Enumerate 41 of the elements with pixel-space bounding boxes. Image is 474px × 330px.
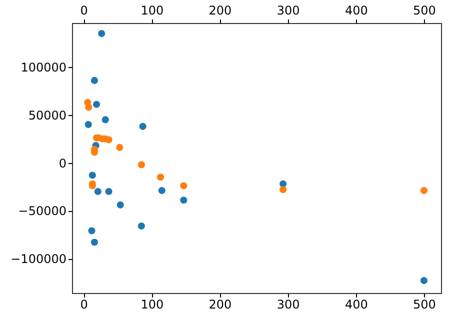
point bbox=[156, 174, 164, 181]
point bbox=[105, 188, 112, 196]
x2-tick-label: 100 bbox=[140, 4, 164, 18]
x2-tick-label: 400 bbox=[344, 4, 368, 18]
point bbox=[138, 222, 145, 230]
x-tick-label: 200 bbox=[208, 298, 232, 312]
point bbox=[139, 122, 146, 130]
point bbox=[420, 187, 428, 194]
point bbox=[180, 182, 188, 190]
x-tick-label: 0 bbox=[80, 298, 88, 312]
point bbox=[105, 136, 112, 144]
point bbox=[92, 100, 100, 108]
x2-tick-label: 500 bbox=[413, 4, 436, 18]
point bbox=[84, 120, 92, 128]
x-tick-label: 300 bbox=[276, 298, 300, 312]
y-tick-label: −50000 bbox=[18, 204, 66, 218]
y-tick-label: 50000 bbox=[28, 108, 66, 122]
point bbox=[88, 172, 96, 179]
point bbox=[280, 186, 287, 194]
point bbox=[94, 188, 102, 196]
x2-tick-label: 300 bbox=[276, 4, 300, 18]
point bbox=[85, 104, 92, 111]
point bbox=[138, 161, 145, 168]
point bbox=[158, 187, 166, 194]
point bbox=[116, 201, 124, 208]
x-tick-label: 400 bbox=[344, 298, 368, 312]
y-tick-label: 100000 bbox=[20, 60, 66, 75]
point bbox=[88, 227, 96, 234]
point bbox=[90, 238, 98, 246]
y-tick-label: −100000 bbox=[10, 252, 66, 266]
x-tick-label: 100 bbox=[140, 298, 164, 312]
point bbox=[420, 277, 428, 284]
x2-tick-label: 200 bbox=[208, 4, 232, 18]
x-tick-label: 500 bbox=[413, 298, 436, 312]
point bbox=[90, 76, 98, 84]
point bbox=[98, 30, 106, 38]
y-tick-label: 0 bbox=[58, 156, 66, 170]
point bbox=[102, 116, 109, 124]
point bbox=[116, 144, 124, 151]
point bbox=[180, 196, 188, 204]
x2-tick-label: 0 bbox=[80, 4, 88, 18]
